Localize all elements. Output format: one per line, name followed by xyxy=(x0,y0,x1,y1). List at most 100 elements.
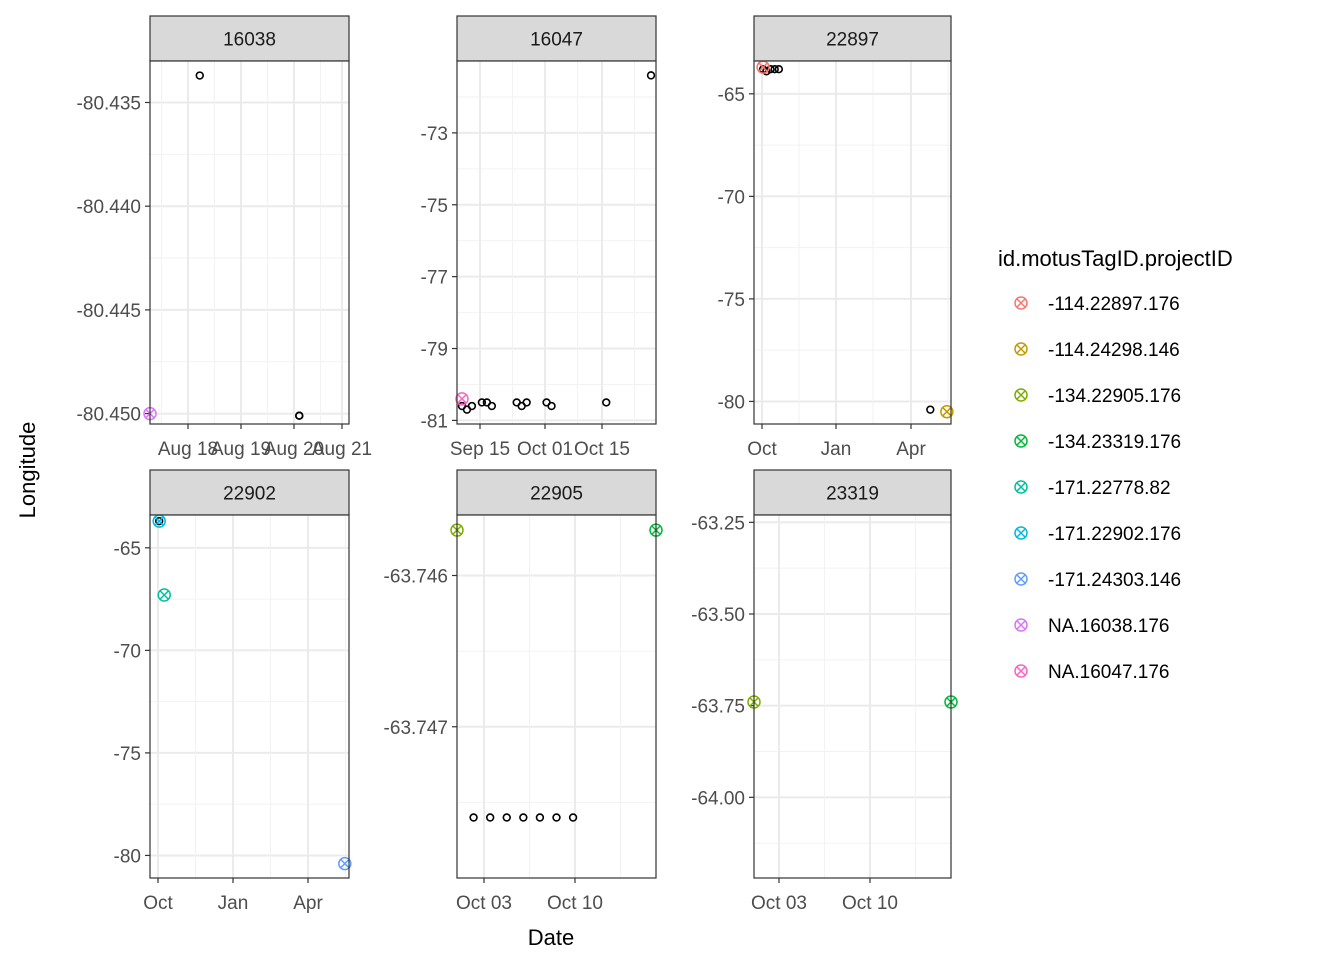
panel-border xyxy=(456,514,657,879)
legend-item-label: -114.22897.176 xyxy=(1048,294,1180,315)
x-tick-label: Aug 21 xyxy=(312,439,372,460)
y-tick-label: -70 xyxy=(718,187,745,208)
station-marker-cross xyxy=(154,516,164,526)
legend-key-circle xyxy=(1014,342,1028,356)
legend-item-label: -134.22905.176 xyxy=(1048,386,1181,407)
facet-strip xyxy=(753,469,952,516)
panel-border xyxy=(149,514,350,879)
station-marker-cross xyxy=(758,62,768,72)
station-marker-circle xyxy=(455,392,469,406)
facet-strip xyxy=(753,15,952,62)
legend-key-circle xyxy=(1014,296,1028,310)
legend-key-circle xyxy=(1014,434,1028,448)
station-marker-cross xyxy=(159,590,169,600)
legend-key-circle xyxy=(1014,388,1028,402)
x-tick-label: Oct xyxy=(143,893,173,914)
legend-key-circle xyxy=(1014,480,1028,494)
y-tick-label: -75 xyxy=(718,290,745,311)
y-tick-label: -75 xyxy=(114,744,141,765)
x-tick-label: Aug 20 xyxy=(264,439,324,460)
facet-panel-22902: 22902 -65 -70 -75 -80 Oct Jan Apr xyxy=(114,469,352,914)
legend-key-cross xyxy=(1016,620,1026,630)
y-tick-label: -63.746 xyxy=(384,567,448,588)
detection-point xyxy=(485,813,495,822)
y-tick-label: -73 xyxy=(421,124,448,145)
detection-point xyxy=(646,71,656,80)
y-tick-label: -80 xyxy=(114,846,141,867)
detection-point xyxy=(552,813,561,822)
panel-background xyxy=(457,61,656,424)
legend-key-cross xyxy=(1016,436,1026,446)
y-tick-label: -80.435 xyxy=(77,93,141,114)
panel-border xyxy=(456,60,657,425)
legend-key-cross xyxy=(1016,344,1026,354)
y-tick-label: -79 xyxy=(421,340,448,361)
y-tick-label: -77 xyxy=(421,268,448,289)
facet-strip-label: 22902 xyxy=(223,484,276,505)
detection-point xyxy=(535,813,545,822)
legend-item-label: NA.16047.176 xyxy=(1048,662,1170,683)
legend-title: id.motusTagID.projectID xyxy=(998,246,1233,271)
legend-key-circle xyxy=(1014,572,1028,586)
facet-panel-22897: 22897 -65 -70 -75 -80 Oct Jan Apr xyxy=(718,15,954,460)
legend-key xyxy=(1014,480,1028,494)
x-tick-label: Oct xyxy=(747,439,777,460)
y-tick-label: -80.450 xyxy=(77,405,141,426)
legend-key xyxy=(1014,434,1028,448)
station-marker xyxy=(940,404,954,419)
legend-key-cross xyxy=(1016,528,1026,538)
legend-item-label: -171.22778.82 xyxy=(1048,478,1171,499)
facet-strip xyxy=(456,15,657,62)
x-tick-label: Oct 10 xyxy=(842,893,898,914)
station-marker-cross xyxy=(340,858,350,869)
station-marker-cross xyxy=(457,394,467,404)
legend-key-circle xyxy=(1014,618,1028,632)
station-marker-circle xyxy=(338,856,352,871)
detection-point xyxy=(568,813,578,822)
legend-key-circle xyxy=(1014,526,1028,540)
y-tick-label: -65 xyxy=(114,539,141,560)
y-tick-label: -65 xyxy=(718,85,745,106)
legend-key xyxy=(1014,388,1028,402)
legend-key-cross xyxy=(1016,574,1026,584)
legend-item-label: -171.22902.176 xyxy=(1048,524,1181,545)
x-tick-label: Aug 19 xyxy=(211,439,271,460)
legend-item-label: NA.16038.176 xyxy=(1048,616,1170,637)
detection-point xyxy=(774,65,784,74)
detection-point xyxy=(502,813,511,822)
facet-strip-label: 16047 xyxy=(530,30,583,51)
legend-key-cross xyxy=(1016,482,1026,492)
panel-border xyxy=(753,60,952,425)
legend-key xyxy=(1014,526,1028,540)
station-marker xyxy=(338,856,352,871)
detection-point xyxy=(295,411,304,420)
legend-key xyxy=(1014,342,1028,356)
x-tick-label: Oct 10 xyxy=(547,893,603,914)
y-tick-label: -75 xyxy=(421,196,448,217)
facet-strip-label: 23319 xyxy=(826,484,879,505)
y-tick-label: -63.25 xyxy=(691,513,745,534)
x-tick-label: Oct 15 xyxy=(574,439,630,460)
x-tick-label: Aug 18 xyxy=(158,439,218,460)
x-tick-label: Oct 03 xyxy=(456,893,512,914)
detection-point xyxy=(926,405,935,414)
panel-background xyxy=(150,61,349,424)
y-tick-label: -81 xyxy=(421,411,448,432)
y-tick-label: -80.440 xyxy=(77,197,141,218)
detection-point xyxy=(522,398,531,407)
y-tick-label: -64.00 xyxy=(691,788,745,809)
station-marker-cross xyxy=(942,406,952,417)
legend-key-cross xyxy=(1016,666,1026,676)
legend-key xyxy=(1014,296,1028,310)
panel-background xyxy=(754,61,951,424)
detection-point xyxy=(547,401,556,411)
legend-key xyxy=(1014,618,1028,632)
detection-point xyxy=(770,65,779,74)
station-marker xyxy=(157,588,171,602)
detection-point xyxy=(154,516,164,526)
facet-strip-label: 22905 xyxy=(530,484,583,505)
facet-strip-label: 16038 xyxy=(223,30,276,51)
facet-panel-23319: 23319 -63.25 -63.50 -63.75 -64.00 Oct 03 Oct 1… xyxy=(691,469,958,914)
